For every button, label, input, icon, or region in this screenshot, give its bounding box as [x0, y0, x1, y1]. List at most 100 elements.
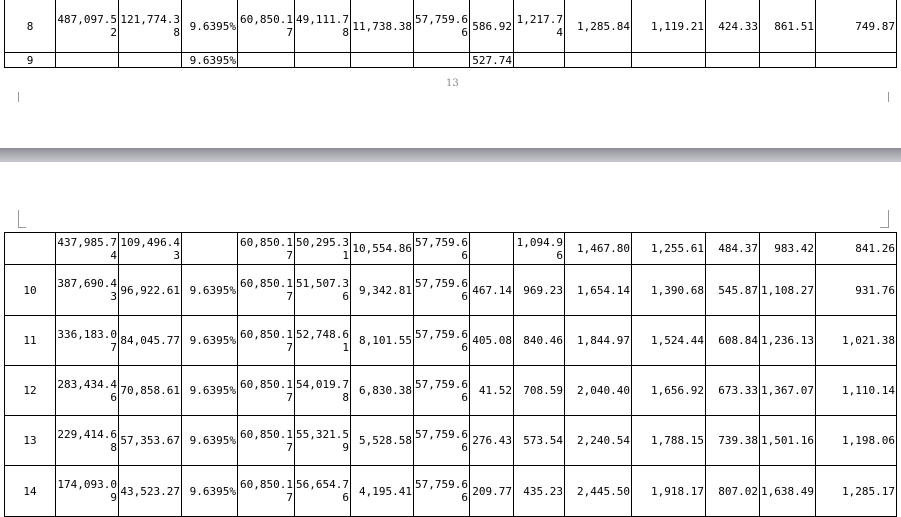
table-cell: 60,850.17	[237, 365, 295, 416]
margin-mark	[880, 227, 888, 228]
table-cell: 1,198.06	[815, 415, 897, 466]
table-cell: 841.26	[815, 232, 897, 265]
table-cell: 739.38	[705, 415, 760, 466]
table-cell: 931.76	[815, 264, 897, 316]
table-cell	[350, 52, 414, 68]
table-row: 8 487,097.52 121,774.38 9.6395% 60,850.17 49,…	[4, 0, 897, 53]
table-cell: 13	[4, 415, 56, 466]
table-cell: 55,321.59	[294, 415, 351, 466]
table-cell: 70,858.61	[118, 365, 182, 416]
table-cell: 527.74	[469, 52, 514, 68]
table-row: 437,985.74 109,496.43 60,850.17 50,295.31 10…	[4, 232, 897, 265]
table-cell: 276.43	[469, 415, 514, 466]
table-cell	[469, 232, 514, 265]
table-cell: 57,353.67	[118, 415, 182, 466]
table-cell: 1,285.17	[815, 465, 897, 517]
table-cell: 9.6395%	[181, 315, 238, 366]
table-cell: 209.77	[469, 465, 514, 517]
table-cell: 487,097.52	[55, 0, 119, 53]
table-cell: 1,844.97	[564, 315, 632, 366]
table-cell: 840.46	[513, 315, 565, 366]
table-cell: 1,638.49	[759, 465, 816, 517]
table-cell: 467.14	[469, 264, 514, 316]
table-cell: 1,110.14	[815, 365, 897, 416]
table-cell: 673.33	[705, 365, 760, 416]
table-cell: 57,759.66	[413, 415, 470, 466]
table-cell: 1,217.74	[513, 0, 565, 53]
table-cell	[118, 52, 182, 68]
table-cell: 174,093.09	[55, 465, 119, 517]
table-cell: 9.6395%	[181, 52, 238, 68]
table-cell: 749.87	[815, 0, 897, 53]
table-cell: 9.6395%	[181, 0, 238, 53]
table-cell: 861.51	[759, 0, 816, 53]
table-cell: 60,850.17	[237, 465, 295, 517]
table: 8 487,097.52 121,774.38 9.6395% 60,850.17 49,…	[4, 0, 897, 68]
table-cell: 969.23	[513, 264, 565, 316]
margin-mark	[888, 210, 889, 228]
table-cell: 57,759.66	[413, 365, 470, 416]
table-cell: 60,850.17	[237, 0, 295, 53]
table-cell: 56,654.76	[294, 465, 351, 517]
table-cell	[4, 232, 56, 265]
margin-mark	[18, 210, 19, 228]
table-cell	[564, 52, 632, 68]
table-cell: 51,507.36	[294, 264, 351, 316]
table-cell: 9,342.81	[350, 264, 414, 316]
page-number: 13	[446, 78, 459, 89]
table-cell: 1,236.13	[759, 315, 816, 366]
table-cell: 1,788.15	[631, 415, 706, 466]
table-cell: 1,094.96	[513, 232, 565, 265]
table-cell	[55, 52, 119, 68]
table-cell: 60,850.17	[237, 232, 295, 265]
table-row: 13 229,414.68 57,353.67 9.6395% 60,850.17 55,…	[4, 415, 897, 466]
table-cell: 96,922.61	[118, 264, 182, 316]
table-cell: 1,367.07	[759, 365, 816, 416]
table-cell: 10	[4, 264, 56, 316]
margin-mark	[888, 92, 889, 102]
table-cell: 229,414.68	[55, 415, 119, 466]
table-cell: 1,108.27	[759, 264, 816, 316]
table-cell: 1,285.84	[564, 0, 632, 53]
table-cell	[759, 52, 816, 68]
table-cell: 14	[4, 465, 56, 517]
table-cell: 57,759.66	[413, 465, 470, 517]
table-cell: 57,759.66	[413, 315, 470, 366]
table-cell: 1,119.21	[631, 0, 706, 53]
table-row: 14 174,093.09 43,523.27 9.6395% 60,850.17 56,…	[4, 465, 897, 517]
table-row: 12 283,434.46 70,858.61 9.6395% 60,850.17 54,…	[4, 365, 897, 416]
table-cell: 60,850.17	[237, 415, 295, 466]
table-cell: 405.08	[469, 315, 514, 366]
table-cell: 8	[4, 0, 56, 53]
table-cell: 484.37	[705, 232, 760, 265]
table-cell: 608.84	[705, 315, 760, 366]
table-cell: 12	[4, 365, 56, 416]
table: 437,985.74 109,496.43 60,850.17 50,295.31 10…	[4, 232, 897, 517]
table-cell: 50,295.31	[294, 232, 351, 265]
margin-mark	[18, 227, 26, 228]
table-cell: 54,019.78	[294, 365, 351, 416]
table-cell: 2,445.50	[564, 465, 632, 517]
table-cell	[705, 52, 760, 68]
table-cell: 41.52	[469, 365, 514, 416]
table-cell: 1,654.14	[564, 264, 632, 316]
table-cell: 60,850.17	[237, 264, 295, 316]
table-cell: 708.59	[513, 365, 565, 416]
table-cell: 9.6395%	[181, 465, 238, 517]
table-cell: 586.92	[469, 0, 514, 53]
table-cell: 6,830.38	[350, 365, 414, 416]
table-cell: 43,523.27	[118, 465, 182, 517]
table-cell: 11	[4, 315, 56, 366]
table-cell: 336,183.07	[55, 315, 119, 366]
table-cell: 424.33	[705, 0, 760, 53]
table-cell: 9.6395%	[181, 415, 238, 466]
table-cell: 11,738.38	[350, 0, 414, 53]
table-cell: 2,040.40	[564, 365, 632, 416]
table-cell: 9.6395%	[181, 365, 238, 416]
table-cell: 387,690.43	[55, 264, 119, 316]
table-cell: 1,501.16	[759, 415, 816, 466]
table-cell: 57,759.66	[413, 264, 470, 316]
table-cell: 121,774.38	[118, 0, 182, 53]
table-cell: 109,496.43	[118, 232, 182, 265]
